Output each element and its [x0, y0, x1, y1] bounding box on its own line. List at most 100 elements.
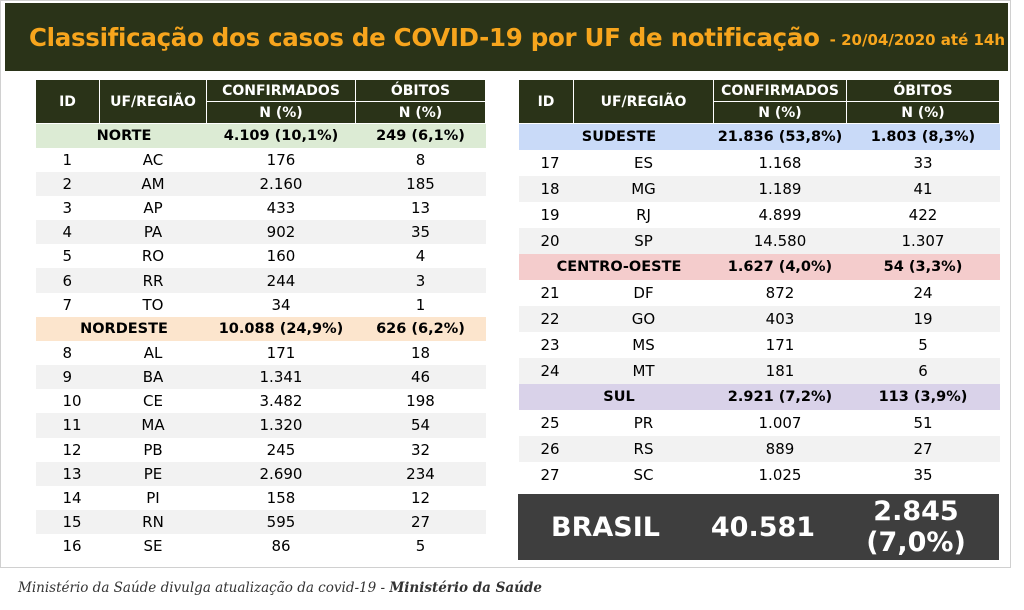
cell-confirmed: 1.189 [713, 175, 847, 202]
cell-uf: AM [99, 171, 207, 196]
brasil-label: BRASIL [551, 511, 660, 543]
cell-id: 10 [35, 389, 100, 414]
cell-id: 11 [35, 413, 100, 438]
table-row: 18 MG 1.189 41 [518, 175, 1000, 202]
cell-uf: AP [99, 195, 207, 221]
table-row: 14 PI 158 12 [35, 485, 486, 511]
cell-uf: PE [99, 461, 207, 486]
cell-confirmed: 4.899 [713, 201, 847, 228]
cell-deaths: 185 [355, 171, 486, 196]
cell-uf: PR [573, 409, 714, 436]
table-row: 27 SC 1.025 35 [518, 461, 1000, 488]
table-row: 6 RR 244 3 [35, 268, 486, 293]
col-header-confirmed-npct: N (%) [713, 101, 847, 124]
table-row: 21 DF 872 24 [518, 279, 1000, 306]
infographic-header: Classificação dos casos de COVID-19 por … [5, 3, 1008, 71]
cell-uf: RJ [573, 201, 714, 228]
cell-uf: PA [99, 220, 207, 245]
region-row: SUL 2.921 (7,2%) 113 (3,9%) [518, 383, 1000, 410]
cell-deaths: 46 [355, 365, 486, 390]
cell-confirmed: 176 [206, 147, 356, 172]
cell-deaths: 41 [846, 175, 1000, 202]
table-row: 17 ES 1.168 33 [518, 149, 1000, 176]
col-header-deaths: ÓBITOS [846, 79, 1000, 102]
infographic-date: - 20/04/2020 até 14h [829, 30, 1006, 49]
cell-deaths: 1 [355, 292, 486, 317]
cell-confirmed: 14.580 [713, 227, 847, 254]
cell-id: 18 [518, 175, 574, 202]
region-row: CENTRO-OESTE 1.627 (4,0%) 54 (3,3%) [518, 253, 1000, 280]
cell-id: 7 [35, 292, 100, 317]
cell-uf: CE [99, 389, 207, 414]
region-row: SUDESTE 21.836 (53,8%) 1.803 (8,3%) [518, 123, 1000, 150]
cell-confirmed: 1.320 [206, 413, 356, 438]
cell-id: 27 [518, 461, 574, 488]
brasil-confirmed: 40.581 [710, 511, 816, 543]
cell-confirmed: 2.690 [206, 461, 356, 486]
cell-confirmed: 433 [206, 195, 356, 221]
cell-deaths: 5 [846, 331, 1000, 358]
cell-confirmed: 2.160 [206, 171, 356, 196]
cell-deaths: 24 [846, 279, 1000, 306]
cell-deaths: 27 [846, 435, 1000, 462]
cell-id: 17 [518, 149, 574, 176]
table-row: 8 AL 171 18 [35, 340, 486, 365]
region-name: NORDESTE [35, 316, 207, 341]
cell-deaths: 32 [355, 437, 486, 462]
cell-deaths: 422 [846, 201, 1000, 228]
cell-id: 4 [35, 220, 100, 245]
cell-confirmed: 872 [713, 279, 847, 306]
cell-uf: MG [573, 175, 714, 202]
table-row: 9 BA 1.341 46 [35, 365, 486, 390]
cell-deaths: 35 [355, 220, 486, 245]
cell-confirmed: 245 [206, 437, 356, 462]
table-row: 13 PE 2.690 234 [35, 461, 486, 486]
table-row: 24 MT 181 6 [518, 357, 1000, 384]
cell-confirmed: 595 [206, 510, 356, 535]
table-row: 4 PA 902 35 [35, 220, 486, 245]
cell-uf: SP [573, 227, 714, 254]
cell-confirmed: 403 [713, 305, 847, 332]
col-header-uf: UF/REGIÃO [573, 79, 714, 124]
cell-uf: GO [573, 305, 714, 332]
region-confirmed: 2.921 (7,2%) [713, 383, 847, 410]
cell-id: 22 [518, 305, 574, 332]
cell-confirmed: 181 [713, 357, 847, 384]
cell-uf: RN [99, 510, 207, 535]
cell-confirmed: 1.007 [713, 409, 847, 436]
cell-id: 21 [518, 279, 574, 306]
caption-text: Ministério da Saúde divulga atualização … [18, 580, 390, 596]
left-table: ID UF/REGIÃO CONFIRMADOS ÓBITOS N (%) N … [35, 79, 486, 559]
cell-uf: MT [573, 357, 714, 384]
cell-deaths: 51 [846, 409, 1000, 436]
cell-deaths: 18 [355, 340, 486, 365]
cell-uf: RS [573, 435, 714, 462]
cell-id: 8 [35, 340, 100, 365]
cell-deaths: 35 [846, 461, 1000, 488]
region-row: NORDESTE 10.088 (24,9%) 626 (6,2%) [35, 316, 486, 341]
table-row: 26 RS 889 27 [518, 435, 1000, 462]
infographic-frame: Classificação dos casos de COVID-19 por … [0, 0, 1011, 568]
cell-deaths: 27 [355, 510, 486, 535]
cell-uf: PI [99, 485, 207, 511]
cell-id: 1 [35, 147, 100, 172]
col-header-confirmed: CONFIRMADOS [206, 79, 356, 102]
brasil-total: BRASIL 40.581 2.845 (7,0%) [518, 494, 999, 560]
cell-deaths: 19 [846, 305, 1000, 332]
cell-confirmed: 902 [206, 220, 356, 245]
table-row: 1 AC 176 8 [35, 147, 486, 172]
region-row: NORTE 4.109 (10,1%) 249 (6,1%) [35, 123, 486, 148]
cell-id: 12 [35, 437, 100, 462]
cell-deaths: 13 [355, 195, 486, 221]
col-header-deaths-npct: N (%) [846, 101, 1000, 124]
cell-deaths: 198 [355, 389, 486, 414]
table-row: 25 PR 1.007 51 [518, 409, 1000, 436]
cell-id: 23 [518, 331, 574, 358]
cell-uf: ES [573, 149, 714, 176]
cell-deaths: 5 [355, 534, 486, 559]
cell-id: 14 [35, 485, 100, 511]
cell-uf: TO [99, 292, 207, 317]
region-name: CENTRO-OESTE [518, 253, 714, 280]
cell-uf: BA [99, 365, 207, 390]
col-header-confirmed-npct: N (%) [206, 101, 356, 124]
